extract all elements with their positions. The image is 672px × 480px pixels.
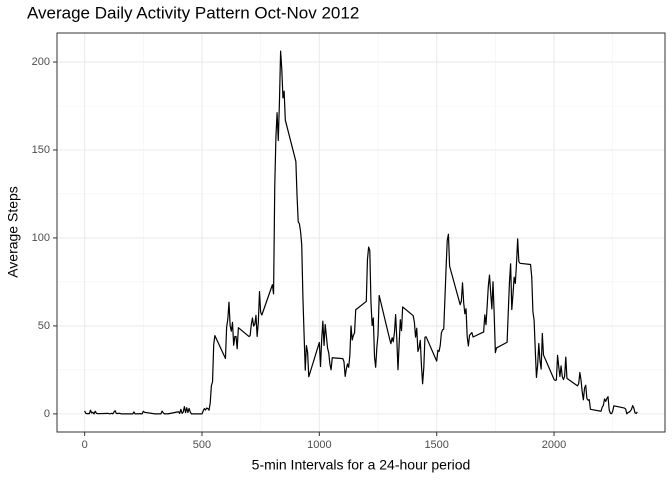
x-tick-label: 500 [193, 439, 211, 451]
y-axis-title: Average Steps [5, 186, 21, 278]
x-tick-label: 0 [82, 439, 88, 451]
y-tick-label: 0 [44, 408, 50, 420]
y-tick-label: 100 [32, 232, 50, 244]
x-tick-label: 1500 [424, 439, 448, 451]
y-tick-label: 50 [38, 320, 50, 332]
panel-border [56, 32, 666, 433]
x-tick-label: 1000 [307, 439, 331, 451]
chart-title: Average Daily Activity Pattern Oct-Nov 2… [27, 3, 359, 22]
x-tick-label: 2000 [542, 439, 566, 451]
x-axis-title: 5-min Intervals for a 24-hour period [252, 457, 471, 473]
y-tick-label: 200 [32, 56, 50, 68]
y-tick-label: 150 [32, 144, 50, 156]
line [84, 50, 638, 415]
